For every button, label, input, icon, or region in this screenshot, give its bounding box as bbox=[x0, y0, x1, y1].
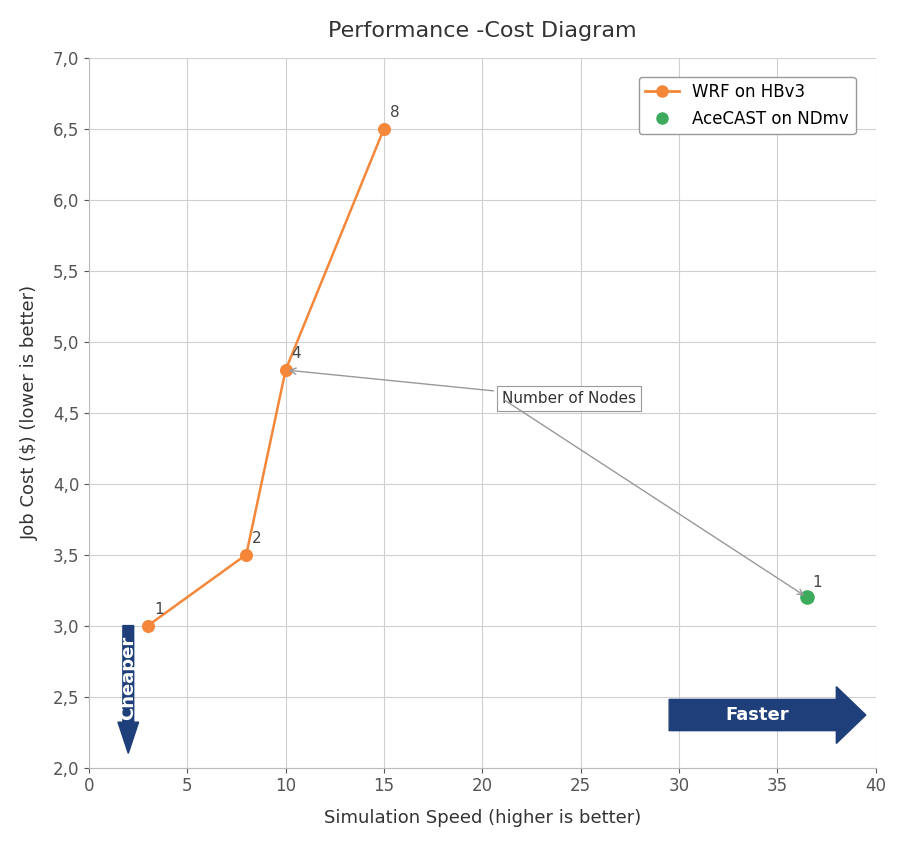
Text: Number of Nodes: Number of Nodes bbox=[290, 368, 636, 406]
Text: Faster: Faster bbox=[726, 706, 789, 724]
Point bbox=[278, 363, 293, 377]
Title: Performance -Cost Diagram: Performance -Cost Diagram bbox=[328, 21, 637, 41]
Text: 1: 1 bbox=[154, 602, 163, 617]
FancyArrow shape bbox=[118, 626, 139, 753]
Legend: WRF on HBv3, AceCAST on NDmv: WRF on HBv3, AceCAST on NDmv bbox=[639, 76, 855, 134]
Text: 4: 4 bbox=[291, 347, 301, 361]
Point bbox=[800, 590, 814, 604]
Y-axis label: Job Cost ($) (lower is better): Job Cost ($) (lower is better) bbox=[21, 285, 39, 540]
Point bbox=[376, 122, 391, 136]
Point bbox=[239, 548, 254, 561]
FancyArrow shape bbox=[669, 687, 866, 744]
X-axis label: Simulation Speed (higher is better): Simulation Speed (higher is better) bbox=[324, 809, 641, 827]
Text: Cheaper: Cheaper bbox=[120, 636, 137, 720]
Text: 8: 8 bbox=[390, 105, 399, 120]
Point bbox=[141, 619, 155, 633]
Text: 1: 1 bbox=[813, 575, 823, 590]
Text: 2: 2 bbox=[252, 531, 262, 546]
